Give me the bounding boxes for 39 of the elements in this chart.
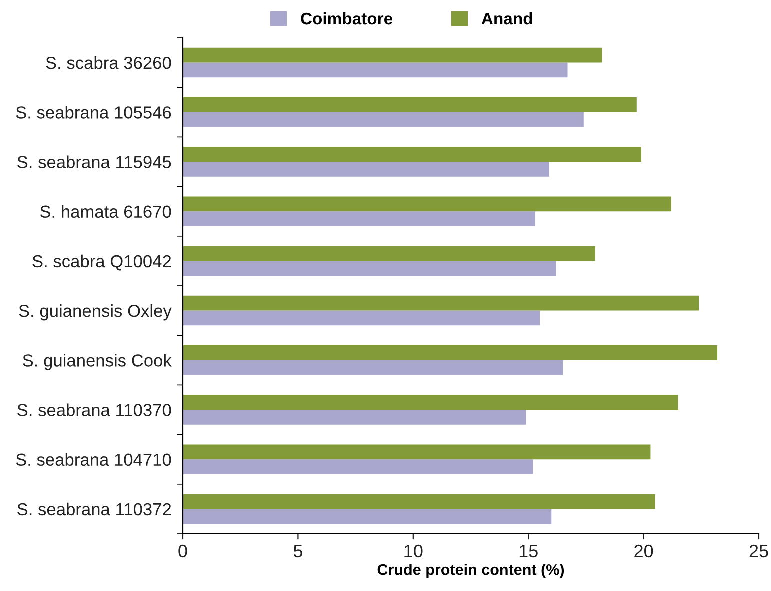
y-tick-label: S. scabra Q10042 [32, 254, 172, 271]
bar [183, 196, 672, 212]
x-tick-label: 20 [634, 544, 654, 558]
x-tick-label: 15 [520, 545, 538, 558]
x-axis-title: Crude protein content (%) [378, 564, 564, 578]
bar [183, 62, 568, 78]
y-tick-label: S. seabrana 104710 [16, 453, 172, 466]
bar [183, 410, 526, 425]
y-tick-label: S. seabrana 105546 [16, 106, 172, 119]
bar [183, 147, 642, 162]
y-tick-label: S. scabra 36260 [46, 56, 172, 70]
bar [183, 212, 536, 226]
y-tick-label: S. hamata 61670 [40, 205, 172, 218]
y-tick-label: S. seabrana 115945 [18, 156, 172, 168]
bar [183, 261, 556, 276]
legend-label: Coimbatore [301, 12, 393, 25]
bar [183, 48, 602, 63]
y-tick-label: S. guianensis Cook [23, 354, 172, 370]
legend-label: Anand [482, 12, 532, 25]
x-tick-label: 25 [750, 544, 768, 558]
y-tick-label: S. seabrana 110370 [18, 404, 172, 416]
bar [183, 509, 552, 524]
bar [183, 246, 596, 262]
bar [183, 98, 637, 112]
bar [183, 395, 678, 410]
x-tick-label: 0 [178, 544, 188, 558]
bar [183, 494, 656, 510]
bar [183, 310, 540, 326]
bar [183, 444, 651, 460]
bar [183, 112, 584, 128]
x-tick-label: 10 [404, 544, 423, 558]
y-tick-label: S. guianensis Oxley [19, 304, 172, 321]
bar [183, 162, 550, 177]
bar [183, 346, 718, 360]
y-tick-label: S. seabrana 110372 [18, 502, 172, 516]
bar [183, 360, 564, 376]
x-tick-label: 5 [294, 545, 302, 558]
bar [183, 296, 700, 311]
bar [183, 460, 534, 474]
